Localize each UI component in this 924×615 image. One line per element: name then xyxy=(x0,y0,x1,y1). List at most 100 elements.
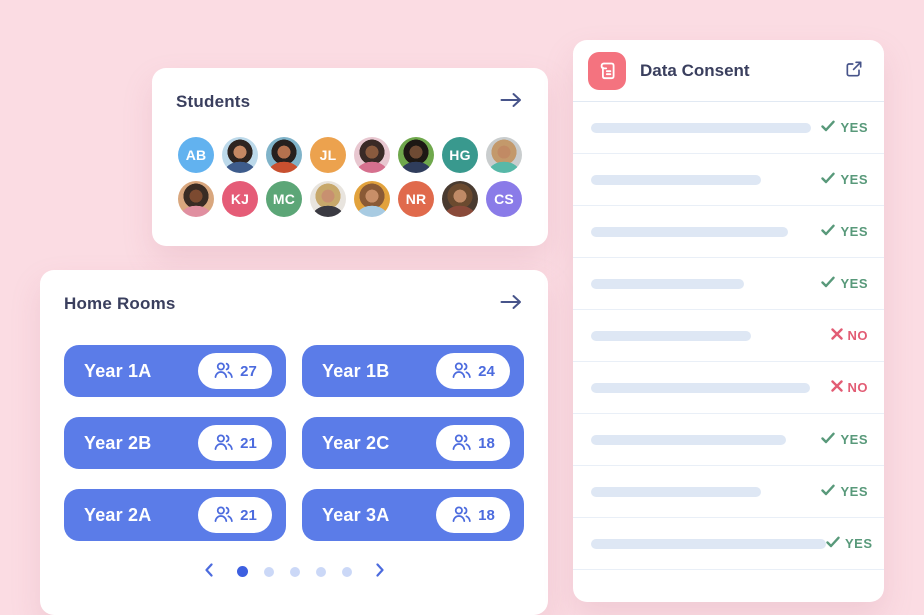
homeroom-button[interactable]: Year 3A 18 xyxy=(302,489,524,541)
homeroom-button[interactable]: Year 2B 21 xyxy=(64,417,286,469)
consent-status-label: YES xyxy=(840,276,868,291)
students-count-icon xyxy=(213,433,234,454)
student-avatar[interactable]: JL xyxy=(310,137,346,173)
consent-placeholder-bar xyxy=(591,226,788,237)
homeroom-count-pill: 27 xyxy=(198,353,272,389)
external-link-icon xyxy=(844,59,864,82)
consent-status: YES xyxy=(821,432,868,447)
consent-row[interactable]: YES xyxy=(573,414,884,466)
homerooms-view-all-button[interactable] xyxy=(498,292,524,315)
consent-status-label: YES xyxy=(840,432,868,447)
consent-status: YES xyxy=(821,120,868,135)
student-avatar-photo[interactable] xyxy=(354,181,390,217)
homeroom-count: 27 xyxy=(240,362,257,380)
consent-placeholder-bar xyxy=(591,330,751,341)
homeroom-count: 21 xyxy=(240,506,257,524)
open-consent-button[interactable] xyxy=(842,57,866,84)
consent-status: YES xyxy=(821,172,868,187)
homeroom-count-pill: 18 xyxy=(436,497,510,533)
homeroom-count-pill: 21 xyxy=(198,425,272,461)
student-avatar-photo[interactable] xyxy=(354,137,390,173)
student-avatar-initials: KJ xyxy=(230,191,250,207)
student-avatar[interactable]: AB xyxy=(178,137,214,173)
chevron-left-icon xyxy=(204,563,214,580)
check-icon xyxy=(821,432,836,447)
student-avatar-photo[interactable] xyxy=(486,137,522,173)
consent-row[interactable]: YES xyxy=(573,154,884,206)
homeroom-button[interactable]: Year 1A 27 xyxy=(64,345,286,397)
consent-placeholder-bar xyxy=(591,174,761,185)
student-avatar-photo[interactable] xyxy=(222,137,258,173)
homeroom-count: 21 xyxy=(240,434,257,452)
students-card: Students AB JL HG KJ MC NR CS xyxy=(152,68,548,246)
pagination-dot[interactable] xyxy=(263,566,274,577)
consent-row[interactable]: YES xyxy=(573,466,884,518)
students-count-icon xyxy=(451,433,472,454)
data-consent-header: Data Consent xyxy=(573,40,884,102)
student-avatar-initials: AB xyxy=(185,147,207,163)
student-avatar-photo[interactable] xyxy=(310,181,346,217)
homeroom-label: Year 2B xyxy=(84,432,152,453)
student-avatar[interactable]: KJ xyxy=(222,181,258,217)
scroll-document-icon xyxy=(588,51,626,90)
homeroom-button[interactable]: Year 1B 24 xyxy=(302,345,524,397)
consent-placeholder-bar xyxy=(591,122,811,133)
student-avatar[interactable]: MC xyxy=(266,181,302,217)
homeroom-label: Year 2A xyxy=(84,504,152,525)
data-consent-list: YES YES YES YES xyxy=(573,102,884,570)
consent-row[interactable]: NO xyxy=(573,310,884,362)
consent-status-label: NO xyxy=(847,328,868,343)
students-count-icon xyxy=(213,361,234,382)
consent-placeholder-bar xyxy=(591,382,810,393)
student-avatar-initials: MC xyxy=(272,191,296,207)
arrow-right-icon xyxy=(500,294,522,313)
student-avatar-photo[interactable] xyxy=(266,137,302,173)
student-avatar-photo[interactable] xyxy=(398,137,434,173)
consent-row[interactable]: YES xyxy=(573,206,884,258)
students-count-icon xyxy=(451,361,472,382)
consent-status: NO xyxy=(830,328,869,343)
homerooms-pagination xyxy=(40,561,548,582)
homeroom-count: 18 xyxy=(478,434,495,452)
consent-placeholder-bar xyxy=(591,434,786,445)
homerooms-card-title: Home Rooms xyxy=(64,293,176,313)
check-icon xyxy=(821,120,836,135)
consent-row[interactable]: YES xyxy=(573,258,884,310)
student-avatar[interactable]: NR xyxy=(398,181,434,217)
pagination-dot[interactable] xyxy=(315,566,326,577)
pagination-prev-button[interactable] xyxy=(194,561,224,582)
consent-placeholder-bar xyxy=(591,278,744,289)
x-icon xyxy=(830,328,843,343)
homeroom-label: Year 3A xyxy=(322,504,390,525)
students-avatar-grid: AB JL HG KJ MC NR CS xyxy=(178,137,548,217)
students-card-header: Students xyxy=(152,68,548,113)
student-avatar-initials: NR xyxy=(405,191,427,207)
pagination-dots xyxy=(236,566,352,577)
student-avatar-initials: HG xyxy=(449,147,471,163)
consent-status: YES xyxy=(821,484,868,499)
consent-placeholder-bar xyxy=(591,538,826,549)
student-avatar[interactable]: HG xyxy=(442,137,478,173)
students-view-all-button[interactable] xyxy=(498,90,524,113)
homeroom-count-pill: 24 xyxy=(436,353,510,389)
consent-placeholder-bar xyxy=(591,486,761,497)
data-consent-card: Data Consent YES YES xyxy=(573,40,884,602)
student-avatar-photo[interactable] xyxy=(178,181,214,217)
consent-row[interactable]: NO xyxy=(573,362,884,414)
homeroom-button[interactable]: Year 2C 18 xyxy=(302,417,524,469)
consent-status-label: NO xyxy=(847,380,868,395)
consent-row[interactable]: YES xyxy=(573,518,884,570)
student-avatar[interactable]: CS xyxy=(486,181,522,217)
check-icon xyxy=(821,276,836,291)
homeroom-button[interactable]: Year 2A 21 xyxy=(64,489,286,541)
homeroom-count: 18 xyxy=(478,506,495,524)
homerooms-card: Home Rooms Year 1A 27 Year 1B 24 Year 2B xyxy=(40,270,548,615)
chevron-right-icon xyxy=(375,563,385,580)
student-avatar-photo[interactable] xyxy=(442,181,478,217)
pagination-dot[interactable] xyxy=(236,566,248,577)
x-icon xyxy=(830,380,843,395)
consent-row[interactable]: YES xyxy=(573,102,884,154)
pagination-dot[interactable] xyxy=(289,566,300,577)
pagination-next-button[interactable] xyxy=(365,561,395,582)
pagination-dot[interactable] xyxy=(341,566,352,577)
